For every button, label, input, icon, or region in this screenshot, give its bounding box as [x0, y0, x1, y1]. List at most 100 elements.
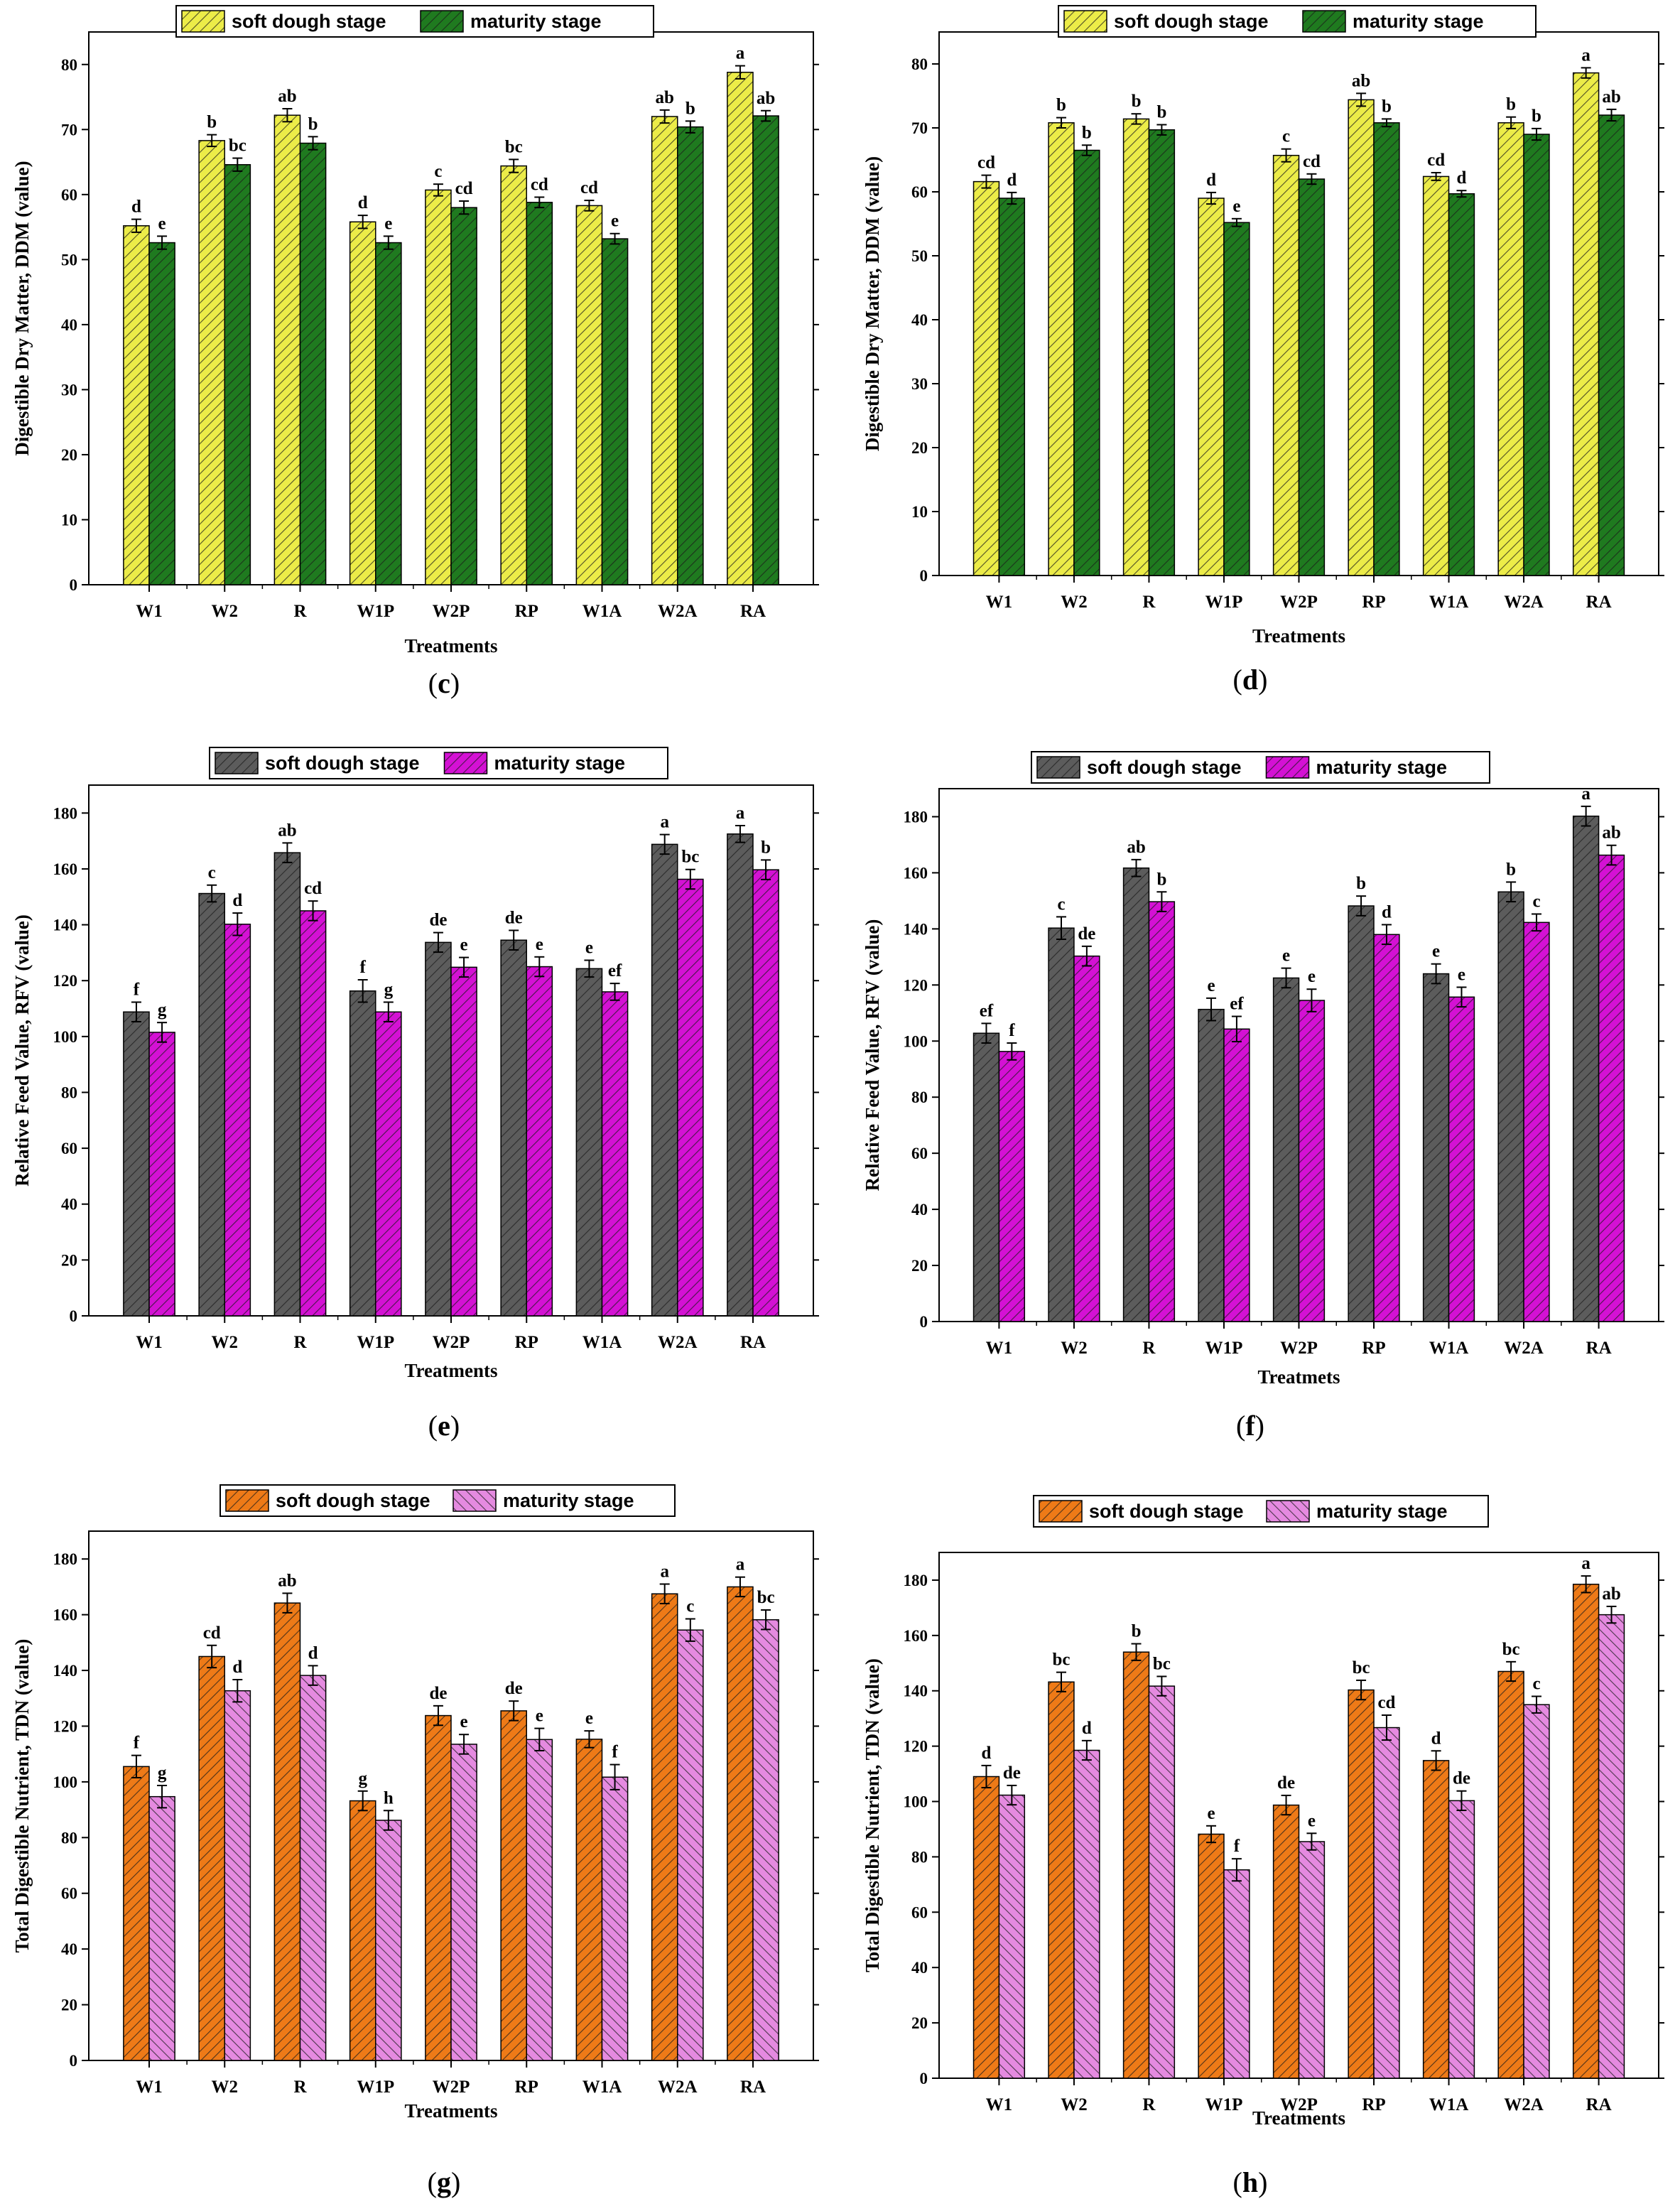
significance-label: g: [158, 1763, 167, 1783]
bar-W1P-soft-dough: [1198, 1008, 1225, 1322]
significance-label: d: [982, 1744, 992, 1763]
bar-RA-soft-dough: [727, 71, 754, 585]
x-axis-title: Treatments: [1252, 625, 1345, 647]
significance-label: cd: [304, 879, 322, 898]
y-tick-label: 20: [911, 439, 928, 457]
bar-W2A-maturity: [677, 1629, 704, 2061]
x-tick-label: R: [293, 2078, 307, 2097]
significance-label: de: [1453, 1769, 1470, 1788]
significance-label: ab: [1352, 71, 1370, 90]
bar-RP-soft-dough: [500, 165, 527, 585]
significance-label: b: [685, 99, 695, 118]
y-tick-label: 100: [904, 1032, 928, 1050]
x-tick-label: W2P: [1280, 2095, 1318, 2114]
x-tick-label: W2P: [433, 602, 470, 621]
bar-R-soft-dough: [273, 1602, 301, 2061]
bar-RA-maturity: [1598, 1614, 1625, 2079]
legend-box: [209, 747, 668, 779]
bar-W1A-soft-dough: [575, 968, 603, 1317]
significance-label: c: [1282, 127, 1290, 146]
significance-label: e: [1207, 1804, 1215, 1823]
significance-label: b: [1382, 97, 1392, 116]
x-tick-label: W1: [136, 2078, 163, 2097]
x-tick-label: W1: [136, 1333, 163, 1352]
significance-label: f: [134, 980, 140, 999]
significance-label: d: [1457, 168, 1467, 188]
y-tick-label: 160: [904, 864, 928, 882]
y-tick-label: 160: [53, 860, 78, 878]
bar-W2P-maturity: [1298, 1841, 1326, 2079]
significance-label: ef: [1230, 995, 1244, 1014]
x-tick-label: W1A: [582, 2078, 622, 2097]
significance-label: e: [158, 214, 166, 233]
significance-label: a: [736, 1555, 745, 1574]
legend-swatch: [225, 1489, 269, 1512]
y-tick-label: 60: [911, 1903, 928, 1921]
x-tick-label: R: [1142, 1339, 1156, 1358]
significance-label: e: [585, 939, 593, 958]
significance-label: e: [1458, 965, 1465, 984]
significance-label: cd: [977, 153, 995, 173]
y-tick-label: 180: [53, 804, 78, 822]
significance-label: a: [660, 813, 669, 832]
y-tick-label: 60: [61, 186, 77, 204]
significance-label: c: [1532, 892, 1540, 911]
significance-label: bc: [1502, 1640, 1520, 1659]
x-tick-label: W2A: [1504, 1339, 1544, 1358]
y-tick-label: 10: [61, 511, 77, 529]
y-tick-label: 70: [911, 119, 928, 137]
y-tick-label: 40: [61, 1940, 77, 1958]
legend-box: [220, 1484, 676, 1517]
significance-label: d: [358, 193, 368, 212]
significance-label: c: [1532, 1675, 1540, 1694]
y-axis-title: Digestible Dry Matter, DDM (value): [862, 156, 883, 451]
significance-label: d: [1431, 1729, 1441, 1748]
bar-RP-maturity: [526, 966, 553, 1317]
y-tick-label: 180: [53, 1550, 78, 1568]
significance-label: c: [434, 162, 442, 181]
significance-label: bc: [1052, 1650, 1070, 1670]
significance-label: e: [460, 1712, 468, 1731]
bar-RP-maturity: [526, 202, 553, 585]
significance-label: d: [1082, 1719, 1092, 1738]
x-tick-label: RP: [1362, 593, 1385, 612]
x-tick-label: W2: [212, 1333, 239, 1352]
significance-label: e: [536, 935, 543, 954]
x-tick-label: W2P: [1280, 593, 1318, 612]
y-tick-label: 40: [61, 316, 77, 334]
y-tick-label: 10: [911, 503, 928, 521]
y-tick-label: 140: [53, 917, 78, 934]
y-tick-label: 60: [911, 183, 928, 201]
bar-W2-maturity: [1073, 1749, 1100, 2079]
x-tick-label: RP: [515, 2078, 538, 2097]
y-tick-label: 60: [911, 1145, 928, 1162]
significance-label: d: [1382, 902, 1392, 922]
x-tick-label: R: [293, 602, 307, 621]
significance-label: de: [429, 911, 447, 930]
significance-label: c: [1057, 895, 1065, 914]
x-tick-label: R: [1142, 2095, 1156, 2114]
significance-label: cd: [580, 178, 598, 198]
bar-W2-soft-dough: [1048, 927, 1075, 1322]
y-axis-title: Total Digestible Nutrient, TDN (value): [862, 1658, 883, 1972]
legend: soft dough stage maturity stage: [175, 5, 654, 38]
x-tick-label: W2: [1061, 593, 1088, 612]
bar-W2P-soft-dough: [1272, 154, 1300, 576]
y-tick-label: 60: [61, 1885, 77, 1903]
bar-W2-soft-dough: [1048, 1681, 1075, 2079]
significance-label: e: [536, 1707, 543, 1726]
significance-label: e: [1432, 942, 1440, 961]
significance-label: cd: [455, 179, 473, 198]
y-tick-label: 0: [920, 567, 928, 585]
bar-R-soft-dough: [1122, 867, 1150, 1322]
bar-W1-soft-dough: [123, 225, 150, 585]
significance-label: d: [308, 1643, 318, 1663]
y-tick-label: 20: [911, 1257, 928, 1275]
chart-panel-1: 01020304050607080W1deW2bbcRabbW1PdeW2Pcc…: [11, 5, 819, 699]
panel-label: (d): [1233, 664, 1268, 696]
x-tick-label: W2: [212, 602, 239, 621]
legend-swatch: [181, 10, 225, 33]
x-axis-title: Treatments: [1252, 2107, 1345, 2129]
bar-W1A-maturity: [601, 1776, 629, 2061]
legend-entry: maturity stage: [494, 752, 626, 774]
